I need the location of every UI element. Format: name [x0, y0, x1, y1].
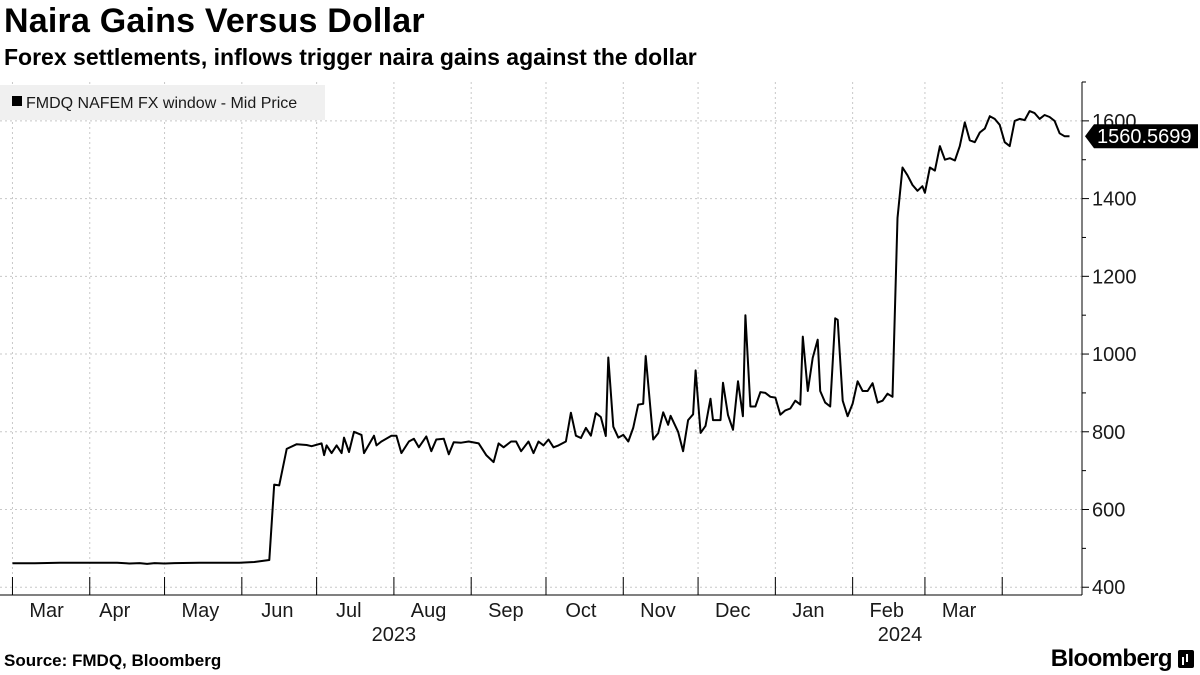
legend-background: [0, 85, 325, 120]
x-tick-label: Nov: [640, 600, 676, 622]
last-value-box: [1085, 124, 1198, 149]
grid-lines: [0, 82, 1082, 595]
x-tick-label: Jun: [261, 600, 293, 622]
x-tick-label: May: [181, 600, 219, 622]
x-year-label: 2024: [878, 624, 923, 646]
bloomberg-chart-icon: [1178, 650, 1194, 668]
x-year-label: 2023: [372, 624, 417, 646]
legend-label: FMDQ NAFEM FX window - Mid Price: [26, 95, 297, 112]
y-tick-label: 400: [1092, 577, 1125, 599]
legend-swatch: [12, 96, 22, 106]
y-tick-label: 1200: [1092, 266, 1137, 288]
x-tick-label: Sep: [488, 600, 524, 622]
x-tick-label: Dec: [715, 600, 751, 622]
x-tick-label: Aug: [411, 600, 447, 622]
y-tick-label: 800: [1092, 422, 1125, 444]
last-value-label: 1560.5699: [1097, 126, 1192, 148]
x-tick-label: Mar: [942, 600, 977, 622]
x-tick-label: Mar: [29, 600, 64, 622]
x-tick-label: Jan: [792, 600, 824, 622]
x-tick-label: Oct: [565, 600, 597, 622]
source-note: Source: FMDQ, Bloomberg: [4, 651, 222, 670]
series-line: [12, 110, 1070, 565]
chart-subtitle: Forex settlements, inflows trigger naira…: [4, 44, 697, 70]
y-tick-label: 600: [1092, 500, 1125, 522]
x-tick-label: Apr: [99, 600, 130, 622]
last-value-callout: 1560.5699: [1085, 124, 1198, 149]
chart-title: Naira Gains Versus Dollar: [4, 2, 425, 40]
x-tick-label: Feb: [870, 600, 904, 622]
legend: FMDQ NAFEM FX window - Mid Price: [0, 85, 325, 120]
y-tick-label: 1400: [1092, 189, 1137, 211]
y-tick-label: 1000: [1092, 344, 1137, 366]
bloomberg-logo: Bloomberg: [1051, 645, 1194, 673]
series-layer: [12, 110, 1070, 565]
brand-wordmark: Bloomberg: [1050, 645, 1173, 672]
x-tick-label: Jul: [336, 600, 362, 622]
